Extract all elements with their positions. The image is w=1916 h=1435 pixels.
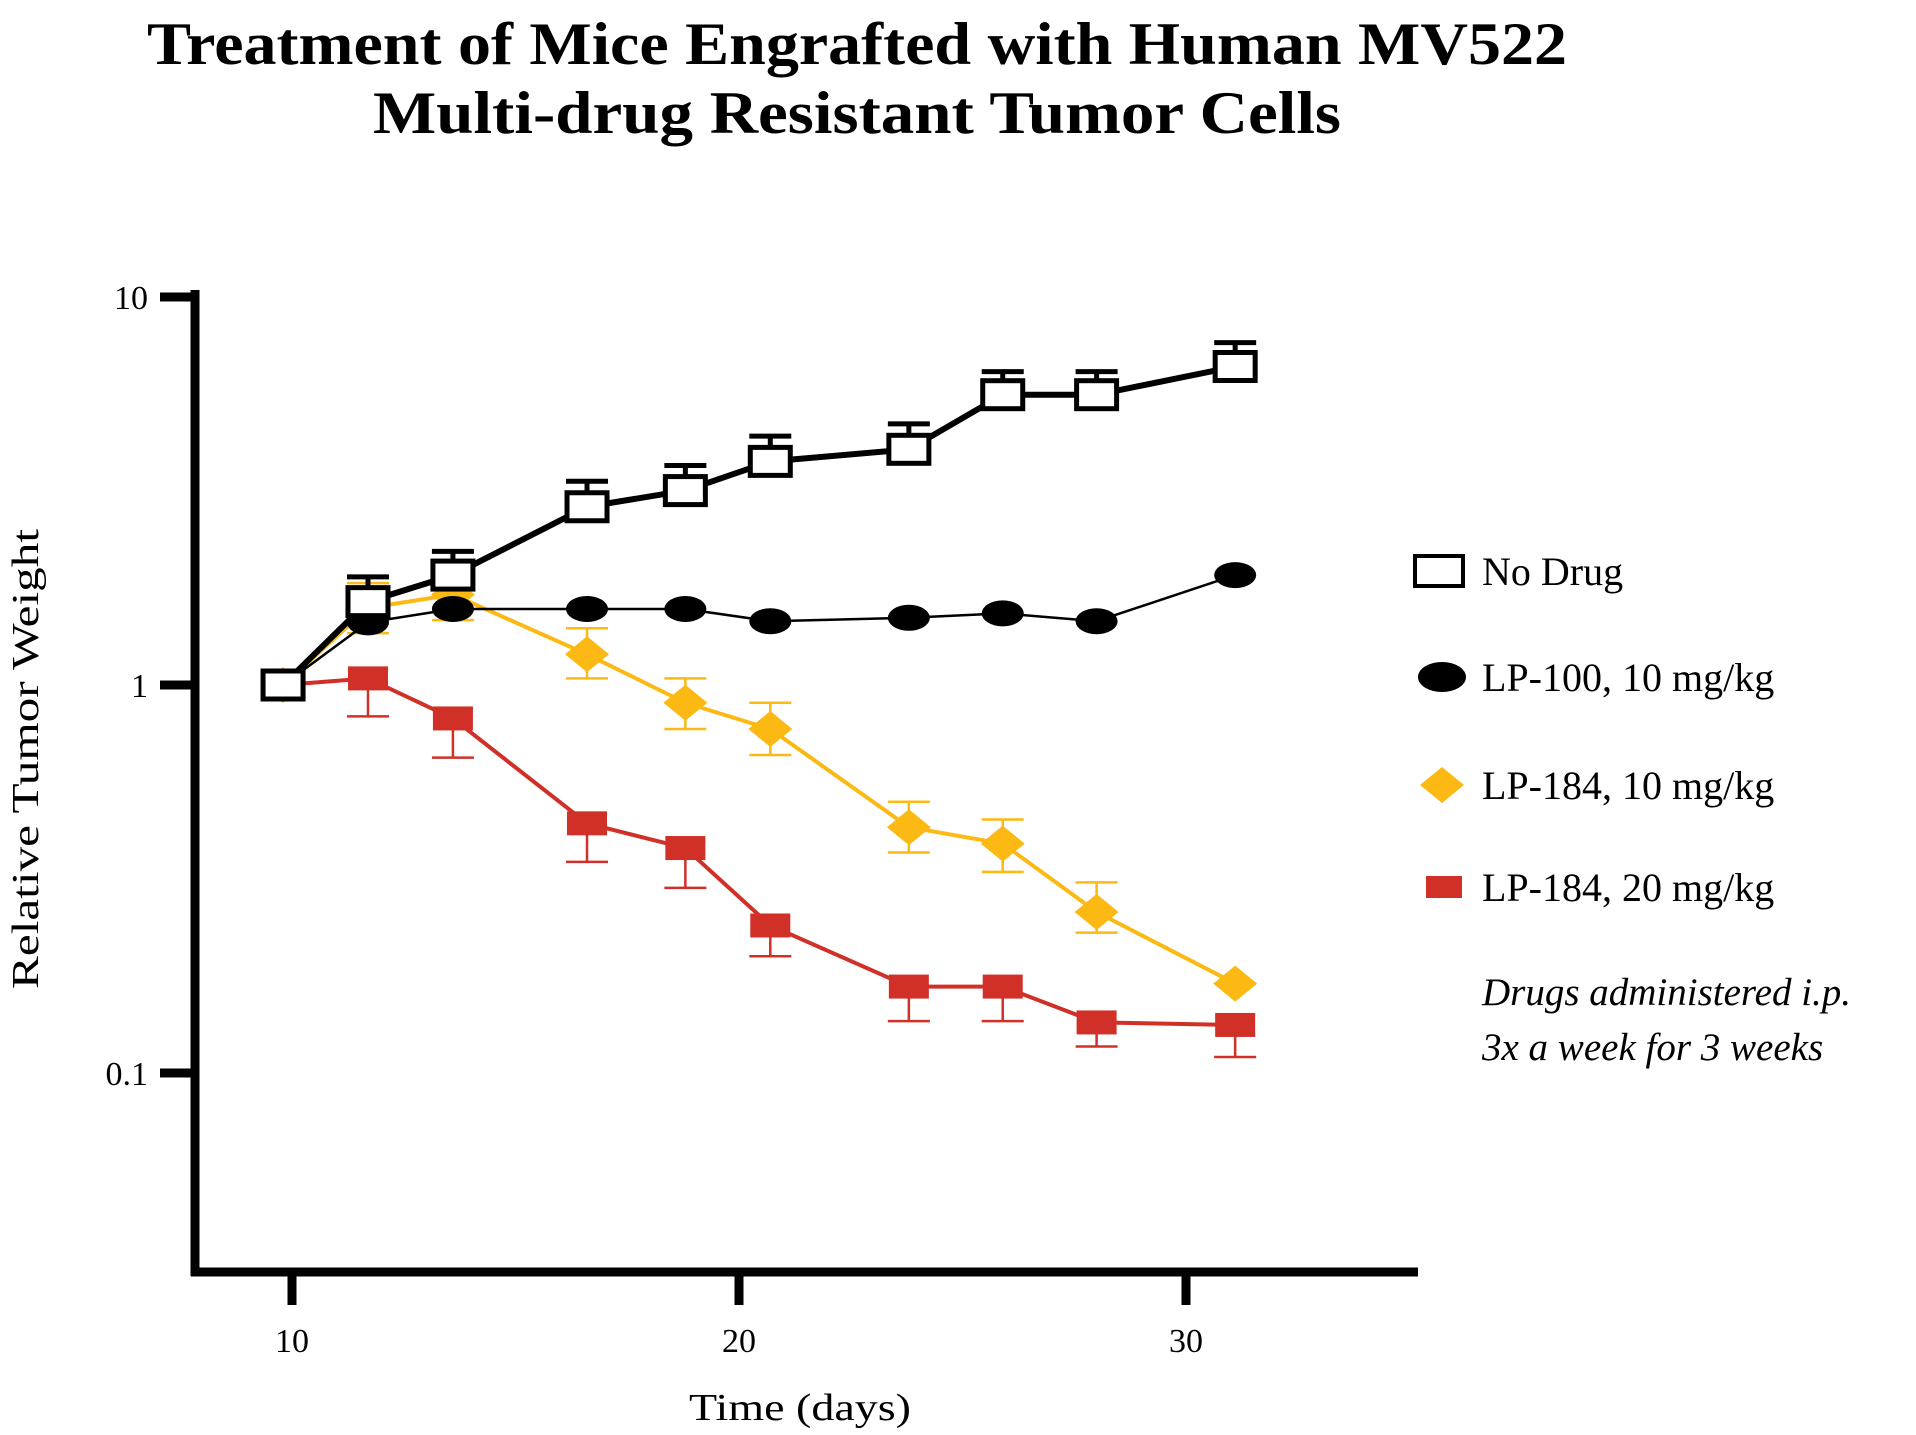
data-point xyxy=(748,711,793,748)
legend-item: LP-184, 10 mg/kg xyxy=(1420,763,1774,808)
data-point xyxy=(888,974,929,999)
data-point xyxy=(980,825,1025,862)
data-point xyxy=(749,608,792,635)
annotation: Drugs administered i.p. 3x a week for 3 … xyxy=(1481,971,1851,1069)
chart-title: Treatment of Mice Engrafted with Human M… xyxy=(147,11,1567,146)
data-point xyxy=(565,636,610,673)
series-line xyxy=(282,573,1236,687)
x-ticks: 10 20 30 xyxy=(275,1268,1203,1360)
legend-marker-open-square xyxy=(1413,554,1465,588)
legend-item: LP-184, 20 mg/kg xyxy=(1426,865,1774,910)
data-point xyxy=(345,585,391,619)
data-point xyxy=(1074,378,1120,412)
y-tick-label: 1 xyxy=(131,668,148,705)
data-point xyxy=(1076,1010,1117,1035)
data-point xyxy=(430,558,476,592)
data-point xyxy=(1215,1012,1256,1037)
axes xyxy=(190,290,1418,1277)
annotation-line-1: Drugs administered i.p. xyxy=(1481,971,1851,1014)
data-point xyxy=(662,474,708,508)
x-tick-label: 20 xyxy=(722,1323,756,1360)
legend-label: LP-100, 10 mg/kg xyxy=(1482,655,1774,700)
legend-marker-diamond xyxy=(1420,767,1464,803)
data-point xyxy=(1075,608,1118,635)
data-point xyxy=(567,811,608,836)
data-point xyxy=(887,604,930,631)
legend-item: LP-100, 10 mg/kg xyxy=(1418,655,1774,700)
legend-marker-filled-square xyxy=(1426,876,1462,898)
data-point xyxy=(1212,350,1258,384)
series-no-drug xyxy=(260,340,1258,702)
y-tick-label: 0.1 xyxy=(106,1056,149,1093)
series-line xyxy=(282,676,1236,1027)
series-line xyxy=(280,363,1236,688)
plot-area xyxy=(260,340,1258,1059)
legend-item: No Drug xyxy=(1413,549,1623,594)
annotation-line-2: 3x a week for 3 weeks xyxy=(1481,1026,1823,1069)
data-point xyxy=(431,595,474,622)
data-point xyxy=(1214,562,1257,589)
series-line xyxy=(281,592,1237,986)
data-point xyxy=(982,974,1023,999)
data-point xyxy=(747,444,793,478)
data-point xyxy=(566,595,609,622)
series-lp-100-10-mg-kg xyxy=(262,562,1257,698)
x-axis-title: Time (days) xyxy=(689,1387,911,1429)
data-point xyxy=(432,706,473,731)
data-point xyxy=(886,809,931,846)
legend-marker-ellipse xyxy=(1418,662,1466,692)
data-point xyxy=(750,913,791,938)
data-point xyxy=(980,378,1026,412)
x-tick-label: 10 xyxy=(275,1323,309,1360)
y-tick-label: 10 xyxy=(114,280,148,317)
legend-label: LP-184, 20 mg/kg xyxy=(1482,865,1774,910)
data-point xyxy=(347,666,388,691)
legend-label: No Drug xyxy=(1482,549,1623,594)
data-point xyxy=(665,836,706,861)
y-axis-title: Relative Tumor Weight xyxy=(5,528,47,989)
x-tick-label: 30 xyxy=(1169,1323,1203,1360)
legend: No Drug LP-100, 10 mg/kg LP-184, 10 mg/kg L… xyxy=(1413,549,1774,910)
data-point xyxy=(564,490,610,524)
chart-title-line-1: Treatment of Mice Engrafted with Human M… xyxy=(147,11,1567,77)
data-point xyxy=(886,432,932,466)
legend-label: LP-184, 10 mg/kg xyxy=(1482,763,1774,808)
data-point xyxy=(1213,965,1258,1002)
data-point xyxy=(981,600,1024,627)
data-point xyxy=(664,595,707,622)
y-ticks: 10 1 0.1 xyxy=(106,280,199,1093)
data-point xyxy=(663,684,708,721)
data-point xyxy=(1074,893,1119,930)
data-point xyxy=(260,668,306,702)
chart-title-line-2: Multi-drug Resistant Tumor Cells xyxy=(373,80,1341,146)
